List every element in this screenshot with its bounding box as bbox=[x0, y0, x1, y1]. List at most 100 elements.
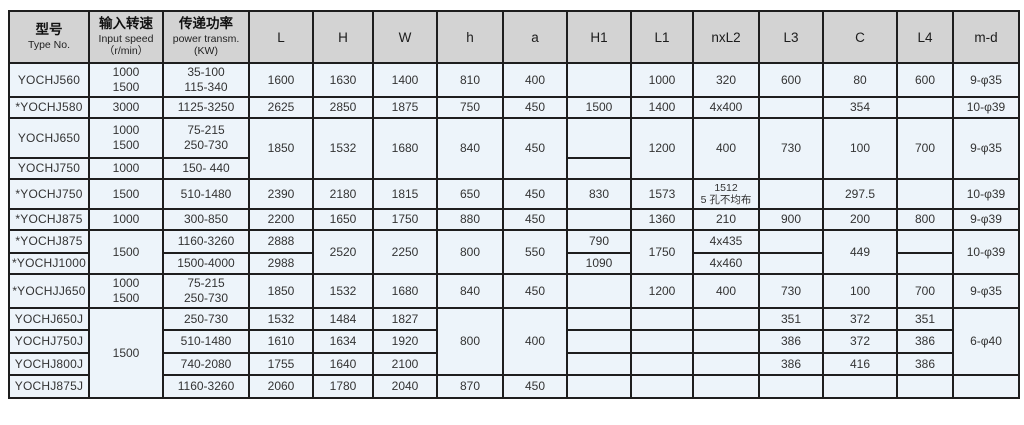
cell-type: YOCHJ800J bbox=[8, 352, 90, 376]
col-header-power: 传递功率 power transm. (KW) bbox=[162, 10, 250, 64]
cell-H1: 1090 bbox=[566, 252, 632, 275]
cell-C: 372 bbox=[822, 307, 898, 331]
cell-a: 450 bbox=[502, 208, 568, 231]
col-header-L4: L4 bbox=[896, 10, 954, 64]
col-header-type: 型号 Type No. bbox=[8, 10, 90, 64]
cell-H1 bbox=[566, 62, 632, 98]
cell-power: 1500-4000 bbox=[162, 252, 250, 275]
cell-md: 10-φ39 bbox=[952, 229, 1020, 275]
cell-type: YOCHJ875J bbox=[8, 374, 90, 399]
cell-H: 1634 bbox=[312, 329, 374, 354]
cell-L4 bbox=[896, 374, 954, 399]
cell-H1: 1500 bbox=[566, 96, 632, 119]
table-row: YOCHJ560 1000 1500 35-100 115-340 1600 1… bbox=[8, 62, 1020, 98]
cell-L1 bbox=[630, 307, 694, 331]
cell-power: 150- 440 bbox=[162, 157, 250, 180]
cell-L1 bbox=[630, 329, 694, 354]
header-speed-unit: （r/min） bbox=[103, 45, 149, 58]
cell-speed: 3000 bbox=[88, 96, 164, 119]
cell-md: 10-φ39 bbox=[952, 178, 1020, 210]
cell-a: 450 bbox=[502, 178, 568, 210]
cell-nxL2: 400 bbox=[692, 117, 760, 180]
cell-H: 1532 bbox=[312, 117, 374, 180]
cell-a: 450 bbox=[502, 96, 568, 119]
table-row: YOCHJ875J 1160-3260 2060 1780 2040 870 4… bbox=[8, 374, 1020, 399]
cell-power: 510-1480 bbox=[162, 178, 250, 210]
cell-L3 bbox=[758, 229, 824, 254]
cell-md: 10-φ39 bbox=[952, 96, 1020, 119]
cell-H1 bbox=[566, 352, 632, 376]
cell-L4: 800 bbox=[896, 208, 954, 231]
header-power-zh: 传递功率 bbox=[179, 15, 233, 31]
col-header-H1: H1 bbox=[566, 10, 632, 64]
cell-W: 1680 bbox=[372, 117, 438, 180]
cell-L4: 351 bbox=[896, 307, 954, 331]
cell-H1 bbox=[566, 273, 632, 309]
col-header-nxL2: nxL2 bbox=[692, 10, 760, 64]
cell-C: 354 bbox=[822, 96, 898, 119]
cell-power: 1160-3260 bbox=[162, 229, 250, 254]
cell-a: 450 bbox=[502, 117, 568, 180]
cell-C: 372 bbox=[822, 329, 898, 354]
cell-L1: 1750 bbox=[630, 229, 694, 275]
cell-C: 416 bbox=[822, 352, 898, 376]
cell-power: 300-850 bbox=[162, 208, 250, 231]
cell-h: 800 bbox=[436, 229, 504, 275]
cell-H1 bbox=[566, 374, 632, 399]
cell-H: 1780 bbox=[312, 374, 374, 399]
cell-H: 1630 bbox=[312, 62, 374, 98]
cell-L1: 1200 bbox=[630, 117, 694, 180]
header-row: 型号 Type No. 输入转速 Input speed （r/min） 传递功… bbox=[8, 10, 1020, 64]
cell-L4 bbox=[896, 96, 954, 119]
cell-H1: 790 bbox=[566, 229, 632, 254]
cell-C: 100 bbox=[822, 273, 898, 309]
cell-speed: 1000 1500 bbox=[88, 273, 164, 309]
cell-W: 1680 bbox=[372, 273, 438, 309]
cell-W: 1815 bbox=[372, 178, 438, 210]
cell-L4: 700 bbox=[896, 273, 954, 309]
cell-H1: 830 bbox=[566, 178, 632, 210]
cell-H1 bbox=[566, 157, 632, 180]
cell-L3: 351 bbox=[758, 307, 824, 331]
table-row: *YOCHJ875 1500 1160-3260 2888 2520 2250 … bbox=[8, 229, 1020, 275]
cell-h: 810 bbox=[436, 62, 504, 98]
cell-L1 bbox=[630, 352, 694, 376]
cell-type: *YOCHJ875 bbox=[8, 229, 90, 254]
cell-L4: 386 bbox=[896, 329, 954, 354]
cell-L4 bbox=[896, 252, 954, 275]
cell-L: 2888 bbox=[248, 229, 314, 254]
cell-nxL2: 210 bbox=[692, 208, 760, 231]
cell-power: 1160-3260 bbox=[162, 374, 250, 399]
cell-power: 75-215 250-730 bbox=[162, 273, 250, 309]
cell-a: 450 bbox=[502, 273, 568, 309]
cell-L: 2390 bbox=[248, 178, 314, 210]
cell-L: 2988 bbox=[248, 252, 314, 275]
cell-md: 9-φ35 bbox=[952, 273, 1020, 309]
cell-C: 449 bbox=[822, 229, 898, 275]
header-type-zh: 型号 bbox=[35, 22, 63, 38]
cell-h: 800 bbox=[436, 307, 504, 376]
table-row: *YOCHJ1000 1500-4000 2988 1090 4x460 bbox=[8, 252, 1019, 275]
cell-h: 750 bbox=[436, 96, 504, 119]
cell-C: 80 bbox=[822, 62, 898, 98]
table-row: *YOCHJ750 1500 510-1480 2390 2180 1815 6… bbox=[8, 178, 1020, 210]
cell-L: 1755 bbox=[248, 352, 314, 376]
page: 型号 Type No. 输入转速 Input speed （r/min） 传递功… bbox=[8, 10, 1020, 399]
cell-h: 840 bbox=[436, 117, 504, 180]
cell-H1 bbox=[566, 307, 632, 331]
cell-speed: 1000 1500 bbox=[88, 62, 164, 98]
cell-L4: 700 bbox=[896, 117, 954, 180]
col-header-a: a bbox=[502, 10, 568, 64]
header-speed-zh: 输入转速 bbox=[99, 15, 153, 31]
col-header-L1: L1 bbox=[630, 10, 694, 64]
cell-a: 550 bbox=[502, 229, 568, 275]
col-header-speed: 输入转速 Input speed （r/min） bbox=[88, 10, 164, 64]
cell-h: 650 bbox=[436, 178, 504, 210]
cell-h: 870 bbox=[436, 374, 504, 399]
cell-a: 450 bbox=[502, 374, 568, 399]
cell-nxL2 bbox=[692, 329, 760, 354]
spec-table: 型号 Type No. 输入转速 Input speed （r/min） 传递功… bbox=[8, 10, 1020, 399]
cell-H: 1532 bbox=[312, 273, 374, 309]
cell-L: 2060 bbox=[248, 374, 314, 399]
cell-W: 1920 bbox=[372, 329, 438, 354]
